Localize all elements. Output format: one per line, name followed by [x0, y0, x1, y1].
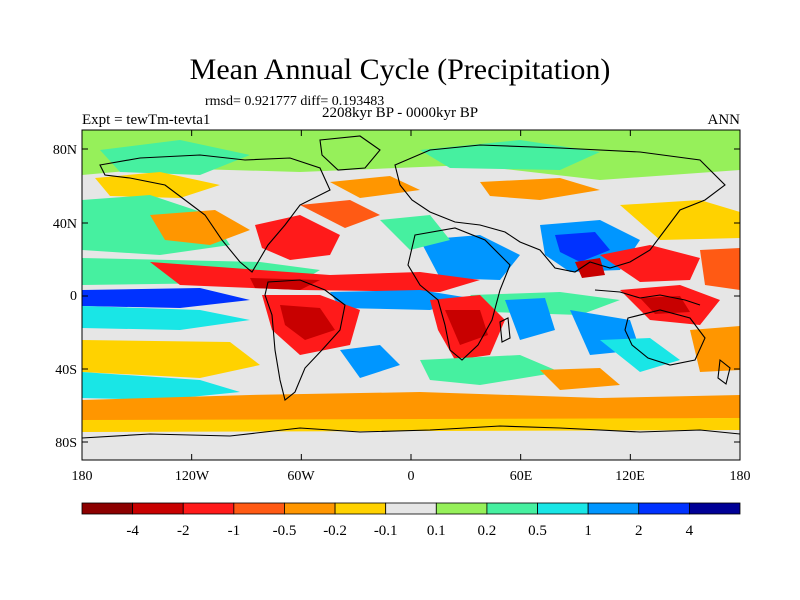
colorbar-swatch [334, 502, 387, 515]
anomaly-patch [82, 340, 260, 378]
colorbar-label: 2 [635, 523, 643, 539]
anomaly-patch [380, 215, 450, 250]
anomaly-patch [82, 372, 240, 400]
lat-label: 40S [55, 363, 77, 378]
anomaly-patch [150, 210, 250, 245]
map-field [82, 130, 740, 460]
rmsd-diff-stats: rmsd= 0.921777 diff= 0.193483 [205, 94, 385, 109]
anomaly-patch [82, 392, 740, 422]
anomaly-patch [82, 288, 250, 308]
coastline-eurasia [394, 144, 726, 273]
colorbar-label: 0.1 [427, 523, 446, 539]
anomaly-patch [280, 305, 335, 340]
lon-label: 60E [510, 469, 533, 484]
lon-label: 0 [408, 469, 415, 484]
coastline-south-america [264, 279, 346, 401]
anomaly-patch [255, 215, 340, 260]
lon-label: 60W [287, 469, 315, 484]
colorbar-swatch [385, 502, 437, 515]
colorbar-swatch [537, 502, 589, 515]
colorbar-label: -0.1 [374, 523, 398, 539]
anomaly-patch [480, 178, 600, 200]
colorbar-swatch [435, 502, 488, 515]
time-period-label: 2208kyr BP - 0000kyr BP [321, 105, 479, 121]
figure-title: Mean Annual Cycle (Precipitation) [189, 53, 611, 86]
anomaly-patch [600, 245, 700, 282]
coastline-new-zealand [717, 358, 731, 385]
colorbar-label: 0.2 [478, 523, 497, 539]
colorbar-swatch [638, 502, 690, 515]
anomaly-patch [100, 140, 250, 175]
colorbar-swatch [688, 502, 741, 515]
colorbar-label: -0.5 [273, 523, 297, 539]
colorbar-swatch [284, 502, 336, 515]
anomaly-patch [575, 258, 605, 278]
coastline-antarctica [82, 425, 740, 439]
colorbar-label: -0.2 [323, 523, 347, 539]
anomaly-patch [640, 296, 690, 314]
anomaly-patch [700, 248, 740, 290]
anomaly-patch [420, 235, 520, 280]
anomaly-patch [420, 355, 560, 385]
anomaly-patch [340, 345, 400, 378]
coastline-africa [407, 227, 511, 361]
colorbar-label: -2 [177, 523, 190, 539]
lat-label: 80S [55, 436, 77, 451]
colorbar-label: 0.5 [528, 523, 547, 539]
anomaly-patch [555, 232, 610, 262]
anomaly-patch [82, 130, 740, 180]
anomaly-patch [620, 200, 740, 240]
axis-ticks [81, 130, 741, 460]
season-label: ANN [707, 112, 741, 128]
colorbar-swatch [132, 502, 184, 515]
anomaly-patch [300, 200, 380, 228]
colorbar: -4 -2 -1 -0.5 -0.2 -0.1 0.1 0.2 0.5 1 2 4 [81, 502, 741, 539]
anomaly-patch [600, 338, 680, 372]
colorbar-label: -4 [126, 523, 139, 539]
coastline-australia [624, 309, 706, 366]
experiment-label: Expt = tewTm-tevta1 [82, 112, 211, 128]
lat-label: 40N [53, 217, 77, 232]
coastlines [82, 135, 740, 439]
lat-label: 0 [70, 289, 77, 304]
anomaly-patch [82, 306, 250, 330]
lon-label: 120E [615, 469, 645, 484]
lon-label: 180 [72, 469, 93, 484]
anomaly-patch [505, 298, 555, 340]
anomaly-patch [95, 172, 220, 198]
colorbar-swatch [233, 502, 285, 515]
colorbar-label: 1 [584, 523, 592, 539]
anomaly-patch [445, 310, 488, 345]
lon-label: 120W [175, 469, 210, 484]
anomaly-patch [330, 176, 420, 198]
colorbar-swatch [486, 502, 538, 515]
coastline-indonesia [594, 289, 701, 306]
coastline-greenland [319, 135, 381, 171]
lat-label: 80N [53, 143, 77, 158]
colorbar-label: -1 [228, 523, 241, 539]
anomaly-patch [150, 262, 480, 292]
colorbar-swatch [182, 502, 235, 515]
coastline-north-america [99, 154, 331, 273]
colorbar-swatch [587, 502, 640, 515]
colorbar-label: 4 [686, 523, 694, 539]
lon-label: 180 [730, 469, 751, 484]
anomaly-patch [82, 418, 740, 432]
anomaly-patch [690, 326, 740, 372]
anomaly-patch [540, 368, 620, 390]
coastline-madagascar [499, 317, 511, 343]
colorbar-swatch [81, 502, 134, 515]
